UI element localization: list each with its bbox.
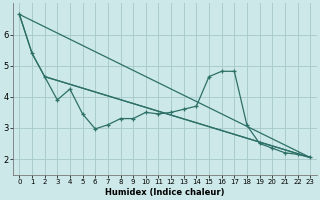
- X-axis label: Humidex (Indice chaleur): Humidex (Indice chaleur): [105, 188, 225, 197]
